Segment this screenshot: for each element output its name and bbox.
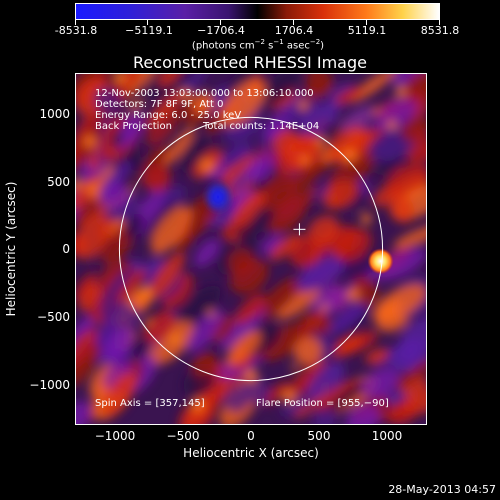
colorbar-tick-label: 8531.8 — [420, 24, 460, 37]
x-axis-label: Heliocentric X (arcsec) — [183, 446, 319, 460]
colorbar-tick-label: 1706.4 — [274, 24, 314, 37]
x-tick-label: −500 — [166, 429, 200, 443]
rhessi-image-canvas — [76, 74, 426, 424]
colorbar-tick-label: -8531.8 — [54, 24, 98, 37]
y-tick-label: 0 — [62, 242, 70, 256]
x-tick-label: −1000 — [94, 429, 136, 443]
rhessi-image-plot — [75, 73, 427, 425]
total-counts-text: Total counts: 1.14E+04 — [203, 121, 320, 132]
y-axis-label: Heliocentric Y (arcsec) — [4, 181, 18, 317]
colorbar — [75, 3, 440, 20]
x-tick-label: 0 — [247, 429, 255, 443]
y-tick-label: −500 — [37, 310, 70, 324]
y-tick-label: −1000 — [29, 378, 70, 392]
detectors-text: Detectors: 7F 8F 9F, Att 0 — [95, 99, 224, 110]
y-tick-label: 1000 — [39, 107, 70, 121]
colorbar-tick-label: −5119.1 — [125, 24, 173, 37]
timestamp: 28-May-2013 04:57 — [388, 483, 496, 496]
colorbar-ticks — [75, 3, 440, 25]
flare-position-text: Flare Position = [955,−90] — [256, 398, 389, 409]
x-tick-label: 500 — [307, 429, 331, 443]
energy-range-text: Energy Range: 6.0 - 25.0 keV — [95, 110, 242, 121]
time-range-text: 12-Nov-2003 13:03:00.000 to 13:06:10.000 — [95, 88, 314, 99]
colorbar-tick-label: −1706.4 — [197, 24, 245, 37]
colorbar-unit: (photons cm−2 s−1 asec−2) — [191, 38, 325, 52]
spin-axis-text: Spin Axis = [357,145] — [95, 398, 205, 409]
y-tick-label: 500 — [47, 175, 70, 189]
method-text: Back Projection — [95, 121, 172, 132]
colorbar-tick-label: 5119.1 — [347, 24, 387, 37]
x-tick-label: 1000 — [371, 429, 403, 443]
plot-title: Reconstructed RHESSI Image — [133, 53, 367, 72]
